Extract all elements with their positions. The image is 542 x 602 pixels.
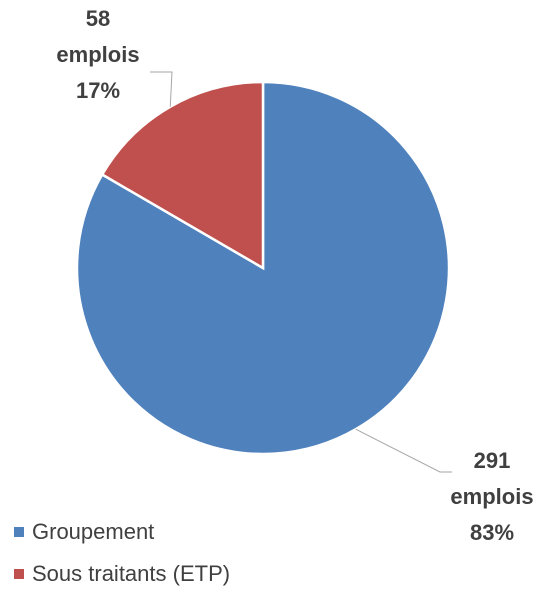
legend-swatch-groupement [14,527,24,537]
legend-item-sous-traitants: Sous traitants (ETP) [14,560,230,588]
data-label-1-1: emplois [56,42,139,67]
leader-lines [150,71,452,473]
legend-swatch-sous-traitants [14,569,24,579]
legend-label-sous-traitants: Sous traitants (ETP) [32,561,231,586]
data-label-0-1: emplois [450,484,533,509]
data-label-0-2: 83% [470,520,514,545]
legend: Groupement Sous traitants (ETP) [14,518,230,602]
legend-label-groupement: Groupement [32,519,155,544]
data-labels: 291 emplois 83% 58 emplois 17% [56,6,533,545]
data-label-1-0: 58 [86,6,110,31]
data-label-0-0: 291 [474,448,511,473]
data-label-1-2: 17% [76,78,120,103]
legend-item-groupement: Groupement [14,518,230,546]
pie-slices [75,80,451,456]
leader-line-1 [150,71,173,107]
leader-line-0 [355,428,452,473]
